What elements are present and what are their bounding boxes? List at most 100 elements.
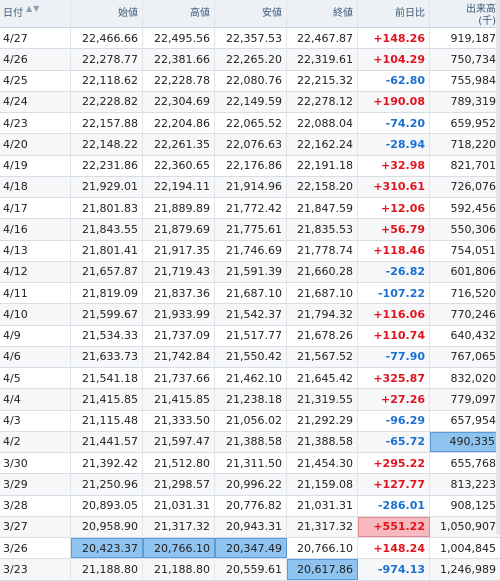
- cell-volume: 770,246: [450, 307, 497, 321]
- cell-open: 21,115.48: [71, 410, 143, 431]
- cell-date: 4/6: [0, 346, 71, 367]
- cell-high: 21,597.47: [143, 431, 215, 452]
- cell-open: 21,415.85: [71, 389, 143, 410]
- table-row[interactable]: 4/12 21,657.87 21,719.43 21,591.39 21,660.28…: [0, 261, 500, 283]
- cell-close: 21,031.31: [287, 495, 358, 516]
- cell-low: 20,559.61: [215, 559, 287, 580]
- table-row[interactable]: 4/19 22,231.86 22,360.65 22,176.86 22,191.18…: [0, 155, 500, 177]
- cell-low: 20,996.22: [215, 474, 287, 495]
- cell-change: -26.82: [358, 261, 430, 282]
- cell-low: 21,388.58: [215, 431, 287, 452]
- cell-open: 22,231.86: [71, 155, 143, 176]
- cell-change: +12.06: [358, 198, 430, 219]
- table-row[interactable]: 4/9 21,534.33 21,737.09 21,517.77 21,678.26 +…: [0, 325, 500, 347]
- cell-volume: 655,768: [450, 456, 497, 470]
- header-open[interactable]: 始値: [71, 0, 143, 27]
- table-row[interactable]: 4/16 21,843.55 21,879.69 21,775.61 21,835.53…: [0, 219, 500, 241]
- cell-volume: 754,051: [450, 244, 497, 258]
- cell-low: 20,943.31: [215, 516, 287, 537]
- table-row[interactable]: 4/6 21,633.73 21,742.84 21,550.42 21,567.52-…: [0, 346, 500, 368]
- table-row[interactable]: 4/17 21,801.83 21,889.89 21,772.42 21,847.59…: [0, 198, 500, 220]
- cell-date: 3/29: [0, 474, 71, 495]
- cell-date: 4/24: [0, 91, 71, 112]
- table-row[interactable]: 4/24 22,228.82 22,304.69 22,149.59 22,278.12…: [0, 91, 500, 113]
- cell-high: 21,742.84: [143, 346, 215, 367]
- cell-change: -62.80: [358, 70, 430, 91]
- table-row[interactable]: 4/3 21,115.48 21,333.50 21,056.02 21,292.29-…: [0, 410, 500, 432]
- header-volume[interactable]: 出来高 (千): [430, 0, 500, 27]
- cell-low: 21,591.39: [215, 261, 287, 282]
- cell-change: +32.98: [358, 155, 430, 176]
- cell-high: 22,381.66: [143, 49, 215, 70]
- cell-date: 3/27: [0, 516, 71, 537]
- table-row[interactable]: 4/18 21,929.01 22,194.11 21,914.96 22,158.20…: [0, 176, 500, 198]
- header-volume-unit: (千): [478, 16, 496, 27]
- cell-close: 20,617.86: [287, 559, 358, 580]
- table-row[interactable]: 3/28 20,893.05 21,031.31 20,776.82 21,031.31…: [0, 495, 500, 517]
- scrollbar[interactable]: [496, 0, 500, 535]
- cell-volume: 755,984: [450, 74, 497, 88]
- cell-change: -28.94: [358, 134, 430, 155]
- cell-date: 4/19: [0, 155, 71, 176]
- table-row[interactable]: 4/26 22,278.77 22,381.66 22,265.20 22,319.61…: [0, 49, 500, 71]
- cell-volume: 640,432: [450, 329, 497, 343]
- cell-close: 21,835.53: [287, 219, 358, 240]
- cell-close: 21,678.26: [287, 325, 358, 346]
- table-row[interactable]: 4/13 21,801.41 21,917.35 21,746.69 21,778.74…: [0, 240, 500, 262]
- table-row[interactable]: 3/29 21,250.96 21,298.57 20,996.22 21,159.08…: [0, 474, 500, 496]
- cell-high: 22,495.56: [143, 28, 215, 49]
- cell-high: 21,737.66: [143, 368, 215, 389]
- table-row[interactable]: 4/25 22,118.62 22,228.78 22,080.76 22,215.32…: [0, 70, 500, 92]
- cell-change: +148.24: [358, 538, 430, 559]
- cell-change: -65.72: [358, 431, 430, 452]
- header-high[interactable]: 高値: [143, 0, 215, 27]
- cell-close: 21,645.42: [287, 368, 358, 389]
- cell-high: 21,298.57: [143, 474, 215, 495]
- cell-close: 21,778.74: [287, 240, 358, 261]
- cell-close: 21,847.59: [287, 198, 358, 219]
- cell-high: 22,360.65: [143, 155, 215, 176]
- cell-date: 4/25: [0, 70, 71, 91]
- header-date[interactable]: 日付 ▲▼: [0, 0, 71, 27]
- cell-close: 22,191.18: [287, 155, 358, 176]
- cell-close: 21,292.29: [287, 410, 358, 431]
- table-row[interactable]: 4/5 21,541.18 21,737.66 21,462.10 21,645.42 +…: [0, 368, 500, 390]
- table-row[interactable]: 3/27 20,958.90 21,317.32 20,943.31 21,317.32…: [0, 516, 500, 538]
- cell-high: 22,228.78: [143, 70, 215, 91]
- table-row[interactable]: 3/30 21,392.42 21,512.80 21,311.50 21,454.30…: [0, 453, 500, 475]
- cell-volume: 813,223: [450, 477, 497, 491]
- sort-arrows-icon[interactable]: ▲▼: [26, 4, 41, 13]
- cell-volume: 718,220: [450, 137, 497, 151]
- table-row[interactable]: 4/11 21,819.09 21,837.36 21,687.10 21,687.10…: [0, 283, 500, 305]
- cell-date: 4/11: [0, 283, 71, 304]
- cell-change: +27.26: [358, 389, 430, 410]
- cell-date: 3/28: [0, 495, 71, 516]
- cell-open: 20,423.37: [71, 538, 143, 559]
- cell-change: +190.08: [358, 91, 430, 112]
- cell-volume: 750,734: [450, 52, 497, 66]
- cell-high: 21,737.09: [143, 325, 215, 346]
- cell-high: 21,415.85: [143, 389, 215, 410]
- table-row[interactable]: 3/23 21,188.80 21,188.80 20,559.61 20,617.86…: [0, 559, 500, 581]
- cell-change: +310.61: [358, 176, 430, 197]
- table-row[interactable]: 4/20 22,148.22 22,261.35 22,076.63 22,162.24…: [0, 134, 500, 156]
- table-row[interactable]: 3/26 20,423.37 20,766.10 20,347.49 20,766.10…: [0, 538, 500, 560]
- cell-close: 22,158.20: [287, 176, 358, 197]
- table-row[interactable]: 4/2 21,441.57 21,597.47 21,388.58 21,388.58-…: [0, 431, 500, 453]
- table-row[interactable]: 4/4 21,415.85 21,415.85 21,238.18 21,319.55 +…: [0, 389, 500, 411]
- cell-volume: 1,246,989: [440, 562, 496, 576]
- cell-low: 21,772.42: [215, 198, 287, 219]
- cell-low: 21,517.77: [215, 325, 287, 346]
- header-close[interactable]: 終値: [287, 0, 358, 27]
- header-change[interactable]: 前日比: [358, 0, 430, 27]
- cell-open: 22,228.82: [71, 91, 143, 112]
- cell-close: 20,766.10: [287, 538, 358, 559]
- table-row[interactable]: 4/10 21,599.67 21,933.99 21,542.37 21,794.32…: [0, 304, 500, 326]
- table-row[interactable]: 4/27 22,466.66 22,495.56 22,357.53 22,467.87…: [0, 28, 500, 50]
- cell-open: 21,929.01: [71, 176, 143, 197]
- cell-change: -286.01: [358, 495, 430, 516]
- cell-high: 21,031.31: [143, 495, 215, 516]
- cell-date: 4/2: [0, 431, 71, 452]
- table-row[interactable]: 4/23 22,157.88 22,204.86 22,065.52 22,088.04…: [0, 113, 500, 135]
- header-low[interactable]: 安値: [215, 0, 287, 27]
